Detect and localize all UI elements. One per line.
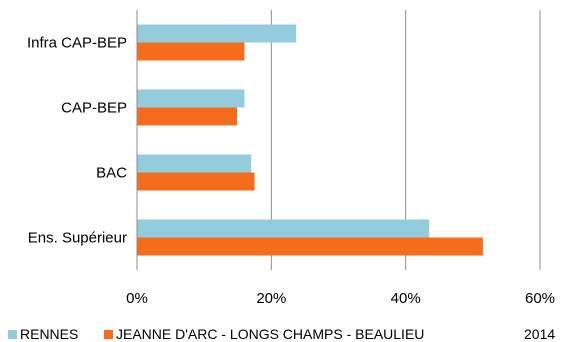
bars — [137, 24, 483, 256]
x-tick-label: 0% — [126, 290, 148, 307]
category-label: Infra CAP-BEP — [27, 35, 127, 52]
bar-jeanne-darc-1 — [137, 107, 238, 126]
bar-rennes-2 — [137, 154, 252, 173]
legend-label: RENNES — [20, 326, 78, 342]
category-label: CAP-BEP — [61, 100, 127, 117]
bar-jeanne-darc-2 — [137, 172, 255, 191]
bar-jeanne-darc-0 — [137, 42, 245, 61]
x-tick-label: 20% — [256, 290, 286, 307]
category-label: Ens. Supérieur — [28, 230, 127, 247]
legend-swatch-rennes — [8, 330, 17, 339]
x-tick-label: 60% — [525, 290, 555, 307]
x-tick-label: 40% — [391, 290, 421, 307]
bar-rennes-1 — [137, 89, 245, 108]
bar-jeanne-darc-3 — [137, 237, 483, 256]
category-label: BAC — [96, 165, 127, 182]
bar-rennes-0 — [137, 24, 297, 43]
category-labels: Infra CAP-BEP CAP-BEP BAC Ens. Supérieur — [27, 35, 127, 247]
year-annotation: 2014 — [524, 326, 555, 342]
x-tick-labels: 0% 20% 40% 60% — [126, 290, 555, 307]
bar-rennes-3 — [137, 219, 430, 238]
legend: RENNES JEANNE D'ARC - LONGS CHAMPS - BEAU… — [8, 326, 424, 342]
legend-swatch-jeanne-darc — [104, 330, 113, 339]
legend-label: JEANNE D'ARC - LONGS CHAMPS - BEAULIEU — [116, 326, 424, 342]
